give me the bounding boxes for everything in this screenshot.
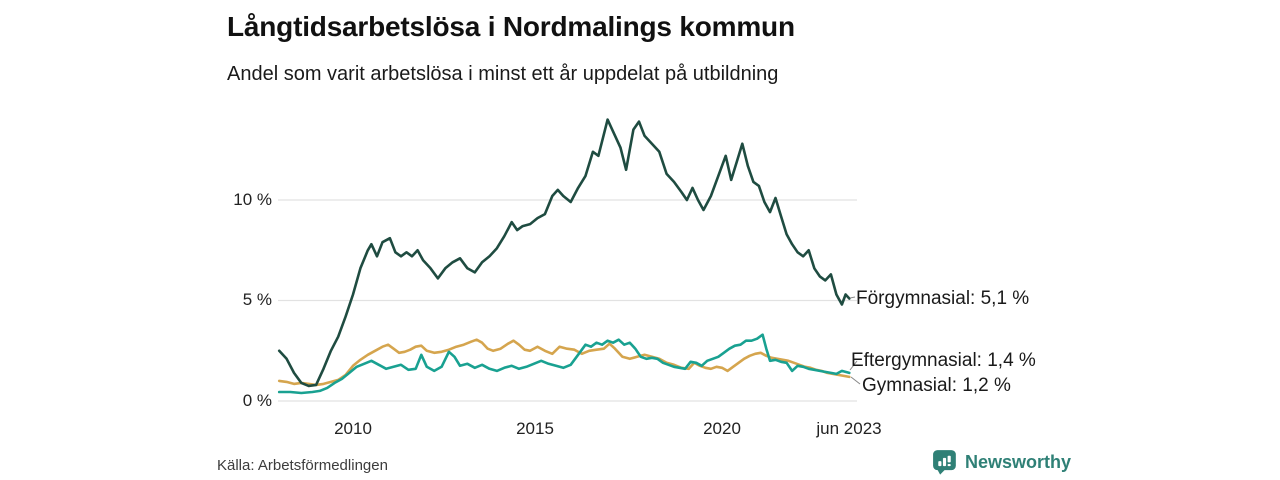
y-axis-tick-10: 10 %	[233, 190, 272, 209]
source-attribution: Källa: Arbetsförmedlingen	[217, 457, 388, 474]
chart-subtitle: Andel som varit arbetslösa i minst ett å…	[227, 63, 779, 85]
series-end-label-forgymnasial: Förgymnasial: 5,1 %	[856, 288, 1030, 309]
y-axis-tick-5: 5 %	[242, 290, 272, 309]
newsworthy-wordmark: Newsworthy	[965, 452, 1072, 472]
label-leader-line	[849, 296, 856, 299]
series-end-label-gymnasial: Gymnasial: 1,2 %	[862, 375, 1011, 396]
x-axis-tick-2020: 2020	[703, 419, 741, 438]
label-leader-line	[850, 376, 861, 385]
chart-title: Långtidsarbetslösa i Nordmalings kommun	[227, 11, 795, 42]
newsworthy-logo-icon	[932, 449, 958, 475]
series-end-label-eftergymnasial: Eftergymnasial: 1,4 %	[851, 350, 1036, 371]
series-line-eftergymnasial	[277, 333, 851, 395]
series-line-frgymnasial	[277, 118, 851, 388]
x-axis-tick-jun-2023: jun 2023	[816, 419, 882, 438]
y-axis-tick-0: 0 %	[242, 391, 272, 410]
x-axis-tick-2010: 2010	[334, 419, 372, 438]
newsworthy-brand: Newsworthy	[932, 449, 1071, 475]
x-axis-tick-2015: 2015	[516, 419, 554, 438]
label-leader-line	[849, 360, 858, 371]
